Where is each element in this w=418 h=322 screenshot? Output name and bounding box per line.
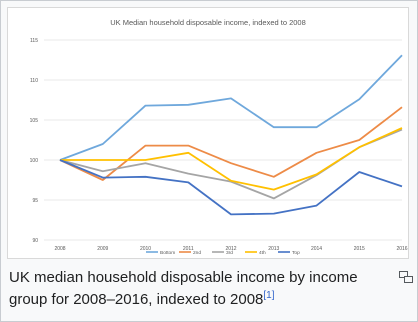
x-tick-label: 2011 <box>183 246 194 252</box>
chart-series <box>59 54 403 216</box>
x-tick-label: 2014 <box>311 246 322 252</box>
legend-label: 2nd <box>193 250 201 256</box>
x-tick-label: 2015 <box>354 246 365 252</box>
y-tick-label: 95 <box>32 198 38 204</box>
x-axis-ticks: 2008 2009 2010 2011 2012 2013 2014 2015 2016 <box>54 246 407 252</box>
x-tick-label: 2013 <box>268 246 279 252</box>
magnify-icon[interactable] <box>399 271 413 283</box>
legend-label: 4th <box>259 250 266 256</box>
line-chart: UK Median household disposable income, i… <box>30 18 408 256</box>
x-tick-label: 2012 <box>225 246 236 252</box>
series-line-4th <box>60 127 403 191</box>
x-tick-label: 2016 <box>396 246 407 252</box>
series-line-top <box>59 159 403 216</box>
y-axis-ticks: 90 95 100 105 110 115 <box>30 38 39 244</box>
y-tick-label: 110 <box>30 78 38 84</box>
chart-title: UK Median household disposable income, i… <box>110 18 306 27</box>
y-tick-label: 90 <box>32 238 38 244</box>
x-tick-label: 2010 <box>140 246 151 252</box>
figure-caption: UK median household disposable income by… <box>9 267 395 311</box>
y-tick-label: 115 <box>30 38 38 44</box>
x-tick-label: 2008 <box>54 246 65 252</box>
legend-label: Bottom <box>160 250 175 256</box>
chart-image[interactable]: UK Median household disposable income, i… <box>7 7 409 259</box>
legend-label: 3rd <box>226 250 233 256</box>
series-line-bottom <box>59 54 403 161</box>
chart-legend: Bottom 2nd 3rd 4th Top <box>146 250 300 256</box>
y-tick-label: 105 <box>30 118 39 124</box>
caption-reference-link[interactable]: [1] <box>263 290 275 301</box>
y-tick-label: 100 <box>30 158 39 164</box>
caption-text: UK median household disposable income by… <box>9 269 358 308</box>
x-tick-label: 2009 <box>97 246 108 252</box>
chart-grid <box>44 39 402 241</box>
legend-label: Top <box>292 250 300 256</box>
